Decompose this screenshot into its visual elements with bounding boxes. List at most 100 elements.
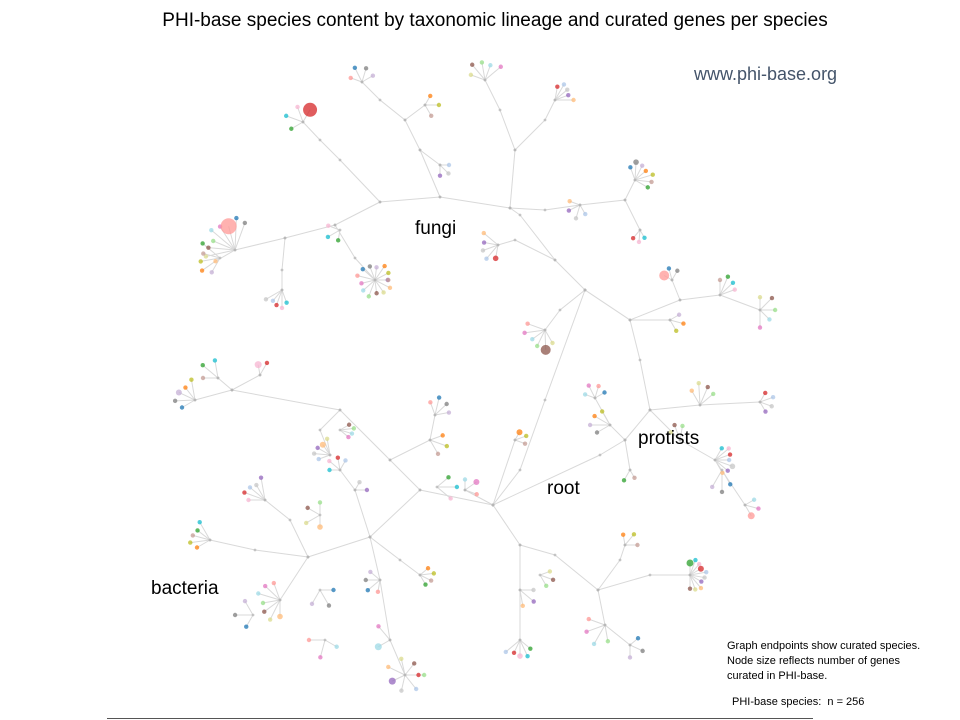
species-node <box>757 325 763 330</box>
tree-edge <box>319 139 341 161</box>
species-node <box>566 208 572 213</box>
tree-edge <box>481 62 486 81</box>
tree-edge <box>245 614 254 627</box>
branch-node <box>513 438 517 442</box>
branch-node <box>598 453 602 457</box>
tree-edge <box>208 247 236 251</box>
tree-edge <box>544 309 561 331</box>
tree-edge <box>492 469 521 506</box>
tree-edge <box>624 409 651 441</box>
species-node <box>200 241 205 246</box>
tree-edge <box>234 222 246 251</box>
species-node <box>704 569 709 575</box>
tree-edge <box>497 239 516 246</box>
species-node <box>331 587 336 593</box>
species-node <box>516 429 523 436</box>
tree-edge <box>354 257 376 281</box>
species-node <box>360 266 365 272</box>
species-node <box>728 482 733 487</box>
species-node <box>386 270 391 276</box>
species-node <box>436 102 442 108</box>
branch-node <box>301 120 305 124</box>
species-node <box>522 330 527 336</box>
species-count: PHI-base species: n = 256 <box>732 696 864 708</box>
species-node <box>675 268 680 273</box>
species-node <box>468 72 474 78</box>
tree-edge <box>699 393 714 406</box>
tree-edge <box>597 589 606 626</box>
tree-edge <box>244 600 254 616</box>
baseline-rule <box>107 718 813 719</box>
tree-edge <box>361 279 376 284</box>
branch-node <box>388 638 392 642</box>
species-node <box>327 467 332 473</box>
tree-edge <box>429 414 436 441</box>
species-node <box>630 235 636 241</box>
branch-node <box>518 638 522 642</box>
branch-node <box>353 256 357 260</box>
tree-edge <box>244 492 266 501</box>
species-node <box>699 579 704 584</box>
tree-edge <box>492 504 521 546</box>
branch-node <box>498 108 502 112</box>
tree-edge <box>649 404 701 411</box>
tree-edge <box>524 329 546 334</box>
species-node <box>632 475 637 480</box>
fungi-label: fungi <box>415 218 457 239</box>
tree-edge <box>214 360 219 379</box>
caption-line-3: curated in PHI-base. <box>727 670 828 682</box>
tree-edge <box>671 279 681 301</box>
species-node <box>206 245 211 250</box>
tree-edge <box>374 272 389 281</box>
branch-node <box>603 623 607 627</box>
tree-edge <box>419 149 441 166</box>
species-node <box>324 436 330 441</box>
branch-node <box>483 78 487 82</box>
species-node <box>676 312 682 317</box>
species-node <box>440 433 445 438</box>
website-url: www.phi-base.org <box>694 64 838 84</box>
branch-node <box>678 298 682 302</box>
species-node <box>209 270 214 275</box>
branch-node <box>513 148 517 152</box>
branch-node <box>338 408 342 412</box>
branch-node <box>538 573 542 577</box>
tree-edge <box>619 544 626 561</box>
species-node <box>498 64 503 69</box>
species-node <box>198 259 203 264</box>
species-node <box>304 520 309 526</box>
branch-node <box>670 278 674 282</box>
species-node <box>200 375 206 381</box>
species-node <box>756 506 761 511</box>
species-node <box>565 87 570 92</box>
species-node <box>326 603 332 608</box>
branch-node <box>373 278 377 282</box>
tree-edge <box>714 459 729 472</box>
branch-node <box>333 223 337 227</box>
species-node <box>361 288 366 293</box>
species-node <box>474 492 479 497</box>
tree-edge <box>554 554 599 591</box>
species-node <box>213 259 218 264</box>
tree-edge <box>231 389 341 411</box>
species-node <box>627 655 633 660</box>
tree-edge <box>624 199 641 231</box>
tree-edge <box>389 439 431 461</box>
tree-edge <box>689 559 696 576</box>
tree-edge <box>536 329 546 347</box>
branch-node <box>423 103 427 107</box>
species-node <box>599 409 605 414</box>
tree-edge <box>199 521 211 541</box>
species-node <box>346 422 352 427</box>
species-node <box>650 172 655 177</box>
species-node <box>672 422 677 428</box>
branch-node <box>323 638 327 642</box>
species-node <box>726 446 731 451</box>
species-node <box>649 179 654 185</box>
species-node <box>325 234 331 240</box>
species-node <box>547 569 553 574</box>
species-node <box>525 654 530 659</box>
branch-node <box>698 403 702 407</box>
tree-edge <box>388 666 406 676</box>
species-node <box>363 66 369 71</box>
